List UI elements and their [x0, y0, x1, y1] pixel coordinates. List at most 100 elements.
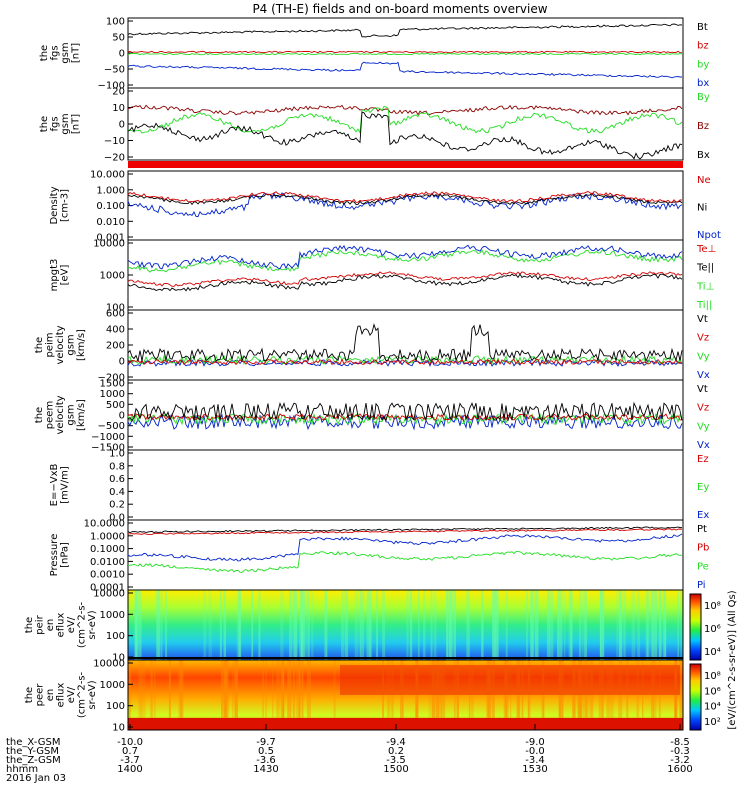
y-tick-label: 10: [112, 653, 125, 664]
spectrogram-streak: [235, 660, 238, 730]
y-tick-label: 0: [119, 411, 125, 422]
spectrogram-streak: [239, 590, 242, 660]
legend-bx: Bx: [697, 150, 710, 161]
x-tick-label: 1530: [522, 764, 547, 775]
spectrogram-streak: [368, 590, 373, 660]
spectrogram-streak: [301, 660, 304, 730]
spectrogram-streak: [232, 660, 234, 730]
panel-frame: [127, 659, 684, 731]
y-axis-label: thepeimvelocitygsm[km/s]: [34, 325, 87, 364]
legend-bx: bx: [697, 78, 709, 89]
panel-fgs_gsm: 100 50 0 −50 −100 thefgsgsm[nT] Bt bz by bx: [39, 17, 709, 92]
y-tick-label: 10.000: [90, 170, 125, 181]
spectrogram-streak: [530, 590, 534, 660]
legend-ti||: Ti||: [696, 300, 712, 311]
spectrogram-streak: [568, 590, 572, 660]
y-tick-label: 0: [119, 49, 125, 60]
spectrogram-streak: [631, 590, 636, 660]
spectrogram-streak: [658, 590, 662, 660]
spectrogram-streak: [496, 590, 499, 660]
spectrogram-streak: [492, 590, 497, 660]
spectrogram-streak: [564, 590, 566, 660]
legend-pb: Pb: [697, 543, 709, 554]
spectrogram-streak: [494, 590, 497, 660]
spectrogram-streak: [280, 660, 285, 730]
y-tick-label: 1000: [100, 610, 125, 621]
x-tick-label: 1500: [383, 764, 408, 775]
y-tick-label: 0: [119, 357, 125, 368]
y-tick-label: −100: [98, 81, 125, 92]
spectrogram-streak: [406, 590, 409, 660]
data-trace: [127, 111, 683, 160]
x-row-label: the_Y-GSM: [6, 746, 59, 757]
spectrogram-streak: [153, 660, 156, 730]
y-tick-label: 1000: [100, 271, 125, 282]
x-tick-label: -3.5: [386, 755, 406, 766]
spectrogram-streak: [658, 590, 662, 660]
legend-by: By: [697, 92, 710, 103]
data-trace: [127, 550, 683, 573]
y-axis-label: thepeemvelocitygsm[km/s]: [34, 395, 87, 434]
y-axis-label: E=−VxB[mV/m]: [49, 464, 71, 507]
legend-vt: Vt: [697, 314, 708, 325]
data-trace: [127, 358, 683, 366]
spectrogram-streak: [138, 660, 142, 730]
spectrogram-streak: [233, 660, 238, 730]
spectrogram-streak: [651, 590, 654, 660]
spectrogram-streak: [180, 660, 184, 730]
spectrogram-streak: [430, 590, 433, 660]
spectrogram-streak: [221, 660, 223, 730]
spectrogram-streak: [293, 590, 298, 660]
x-row-label: the_Z-GSM: [6, 755, 61, 766]
y-axis-label: mpgt3[eV]: [49, 259, 71, 292]
data-trace: [127, 323, 683, 363]
spectrogram-streak: [301, 590, 305, 660]
panel-frame: [127, 170, 684, 241]
legend-bz: Bz: [697, 121, 709, 132]
legend-ex: Ex: [697, 510, 709, 521]
y-tick-label: 10.0000: [84, 519, 125, 530]
y-tick-label: −500: [98, 421, 125, 432]
legend-vx: Vx: [697, 370, 710, 381]
y-tick-label: −1000: [91, 432, 125, 443]
spectrogram-streak: [579, 590, 582, 660]
mode-bar: [128, 161, 683, 168]
x-tick-label: -3.4: [525, 755, 545, 766]
spectrogram-streak: [645, 590, 649, 660]
y-tick-label: −200: [98, 373, 125, 384]
x-tick-label: -3.2: [670, 755, 690, 766]
spectrogram-streak: [363, 590, 365, 660]
spectrogram-streak: [677, 590, 679, 660]
colorbar-tick-label: 10⁴: [704, 702, 721, 713]
y-tick-label: 0.0: [109, 513, 125, 524]
data-trace: [127, 23, 683, 38]
x-tick-label: 1400: [117, 764, 142, 775]
legend-vz: Vz: [697, 333, 709, 344]
spectrogram-streak: [418, 590, 420, 660]
x-row-label: the_X-GSM: [6, 737, 60, 748]
spectrogram-streak: [223, 660, 228, 730]
spectrogram-streak: [135, 590, 138, 660]
spectrogram-streak: [679, 660, 683, 730]
y-tick-label: 0.0100: [90, 557, 125, 568]
y-tick-label: 100: [106, 701, 125, 712]
panel-frame: [127, 17, 684, 89]
spectrogram-streak: [618, 590, 623, 660]
spectrogram-streak: [222, 660, 226, 730]
y-tick-label: 100: [106, 631, 125, 642]
spectrogram-streak: [156, 590, 160, 660]
spectrogram-streak: [382, 590, 386, 660]
y-tick-label: 100: [106, 17, 125, 28]
spectrogram-streak: [534, 590, 539, 660]
x-tick-label: -0.0: [525, 746, 545, 757]
spectrogram-streak: [344, 590, 349, 660]
spectrogram-streak: [225, 660, 229, 730]
y-tick-label: 0.0001: [90, 583, 125, 594]
legend-te⊥: Te⊥: [696, 244, 716, 255]
legend-bz: bz: [697, 41, 709, 52]
legend-pt: Pt: [697, 524, 707, 535]
spectrogram-streak: [138, 590, 142, 660]
spectrogram-streak: [140, 660, 144, 730]
legend-ez: Ez: [697, 454, 709, 465]
